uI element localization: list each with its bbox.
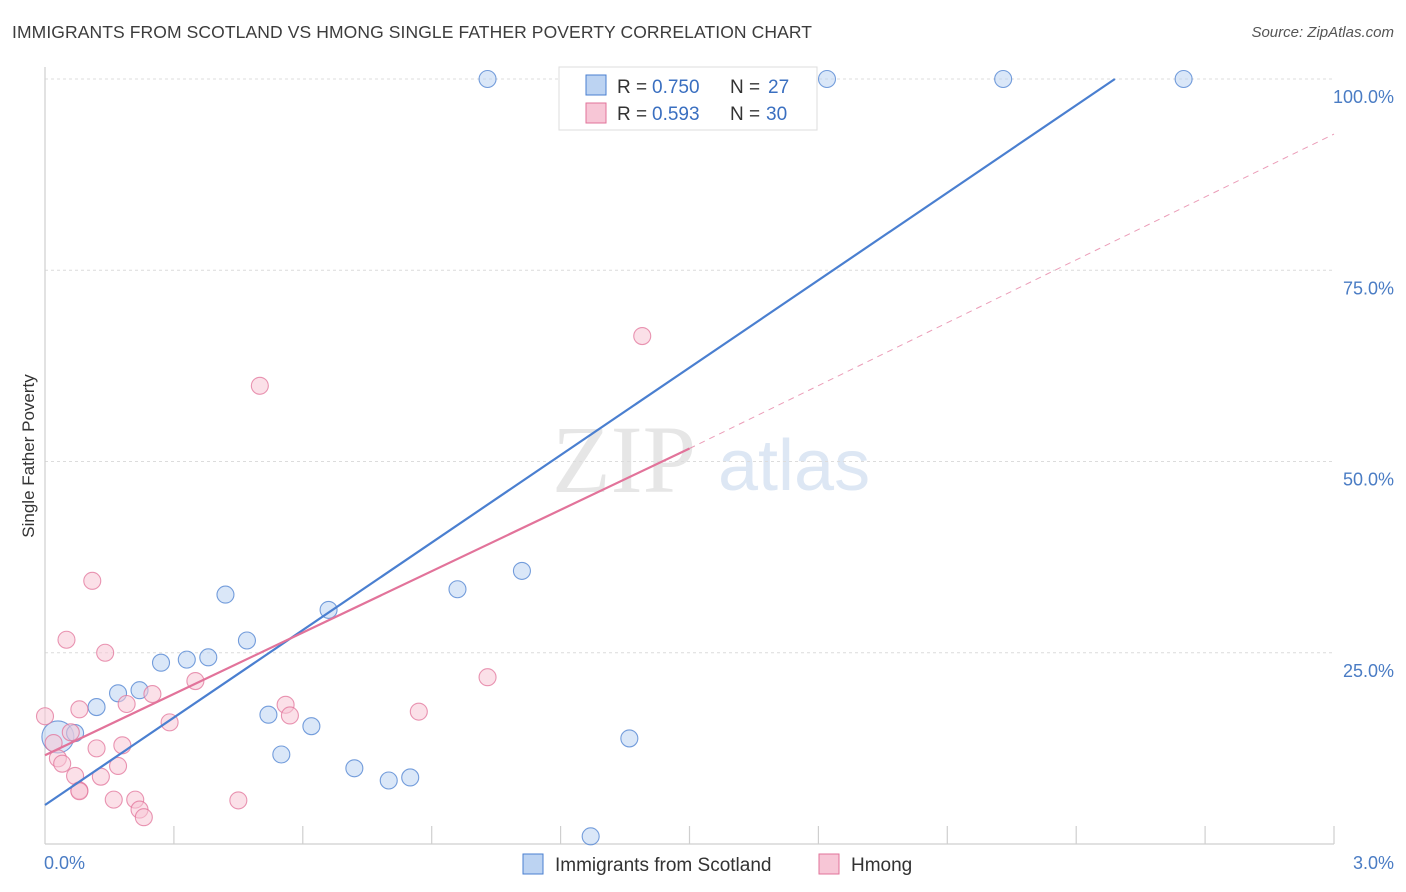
point-scotland-16 — [401, 768, 420, 787]
stats-swatch-hmong — [585, 102, 607, 124]
stats-r-value-hmong: 0.593 — [652, 104, 700, 125]
chart-title: IMMIGRANTS FROM SCOTLAND VS HMONG SINGLE… — [12, 22, 813, 42]
watermark-zip: ZIP — [552, 406, 696, 513]
stats-r-value-scotland: 0.750 — [652, 77, 700, 98]
legend-swatch-scotland — [522, 853, 544, 875]
point-scotland-9 — [237, 631, 256, 650]
y-tick-label-50: 50.0% — [1343, 470, 1394, 490]
legend-label-scotland: Immigrants from Scotland — [555, 855, 771, 876]
point-hmong-28 — [409, 702, 428, 721]
point-hmong-29 — [478, 668, 497, 687]
y-tick-labels: 25.0% 50.0% 75.0% 100.0% — [1333, 87, 1394, 681]
point-hmong-14 — [104, 790, 123, 809]
y-tick-label-100: 100.0% — [1333, 87, 1394, 107]
point-hmong-30 — [633, 326, 652, 346]
point-scotland-11 — [272, 745, 291, 764]
stats-legend: R = 0.750 N = 27 R = 0.593 N = 30 — [558, 66, 818, 131]
point-scotland-15 — [379, 771, 398, 790]
point-scotland-17 — [448, 580, 467, 599]
watermark-atlas: atlas — [718, 426, 870, 506]
stats-n-label-hmong: N = — [730, 104, 760, 125]
point-hmong-27 — [280, 706, 299, 725]
point-hmong-17 — [117, 694, 136, 714]
legend-label-hmong: Hmong — [851, 855, 912, 876]
x-tick-marks — [173, 826, 1335, 844]
point-hmong-20 — [134, 808, 153, 827]
point-hmong-3 — [53, 754, 72, 773]
point-scotland-14 — [345, 759, 364, 778]
y-tick-label-75: 75.0% — [1343, 278, 1394, 298]
point-scotland-19 — [581, 827, 600, 846]
stats-r-label-scotland: R = — [617, 77, 647, 98]
stats-swatch-scotland — [585, 74, 607, 96]
point-hmong-10 — [83, 571, 102, 590]
point-scotland-25 — [994, 69, 1013, 89]
trend-lines — [44, 78, 1335, 806]
stats-n-value-scotland: 27 — [768, 77, 789, 98]
point-scotland-18 — [512, 561, 531, 580]
point-hmong-7 — [70, 700, 89, 719]
stats-n-value-hmong: 30 — [766, 104, 787, 125]
point-hmong-11 — [87, 739, 106, 758]
y-axis-label: Single Father Poverty — [19, 374, 38, 538]
series-legend: Immigrants from Scotland Hmong — [522, 853, 912, 876]
point-scotland-2 — [87, 698, 106, 717]
point-scotland-26 — [1174, 69, 1193, 89]
point-hmong-13 — [96, 643, 115, 662]
point-hmong-4 — [57, 630, 76, 649]
gridlines — [45, 78, 1334, 654]
y-tick-label-25: 25.0% — [1343, 661, 1394, 681]
point-scotland-12 — [302, 717, 321, 736]
trendline-extension-hmong — [689, 133, 1335, 449]
trendline-hmong — [44, 447, 690, 757]
point-scotland-8 — [216, 585, 235, 604]
point-hmong-0 — [35, 707, 55, 726]
point-hmong-25 — [250, 376, 269, 395]
x-tick-label-max: 3.0% — [1353, 853, 1394, 873]
point-scotland-10 — [259, 705, 278, 724]
stats-n-label-scotland: N = — [730, 77, 760, 98]
legend-swatch-hmong — [818, 853, 840, 875]
point-hmong-21 — [143, 685, 162, 704]
point-scotland-24 — [817, 69, 837, 89]
source-credit: Source: ZipAtlas.com — [1251, 24, 1394, 41]
point-hmong-5 — [61, 723, 80, 742]
point-scotland-5 — [151, 653, 171, 672]
x-tick-label-min: 0.0% — [44, 853, 85, 873]
point-hmong-24 — [229, 791, 248, 810]
point-scotland-6 — [177, 650, 196, 669]
trendline-scotland — [44, 78, 1116, 806]
point-scotland-7 — [199, 648, 218, 667]
point-scotland-21 — [478, 69, 497, 89]
point-hmong-15 — [108, 756, 128, 776]
point-scotland-20 — [620, 729, 639, 748]
stats-r-label-hmong: R = — [617, 104, 647, 125]
